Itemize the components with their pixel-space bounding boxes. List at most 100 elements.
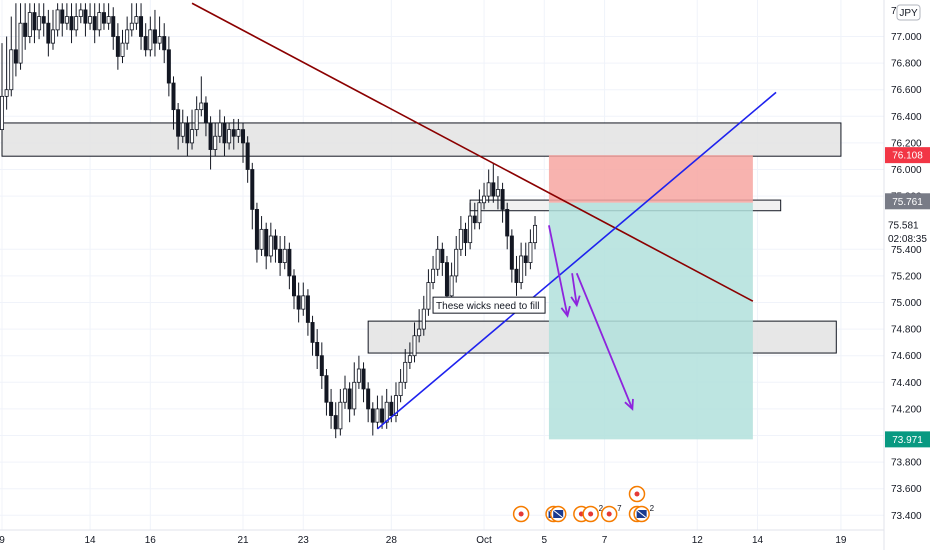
- forecast-arrow[interactable]: [575, 272, 634, 411]
- candle[interactable]: [18, 3, 23, 70]
- candle[interactable]: [482, 182, 487, 210]
- candle[interactable]: [440, 242, 445, 276]
- candle[interactable]: [268, 222, 273, 263]
- candle[interactable]: [152, 9, 157, 57]
- candle[interactable]: [505, 202, 510, 250]
- candle[interactable]: [157, 16, 162, 50]
- supply-demand-zone[interactable]: [1, 122, 842, 157]
- currency-badge[interactable]: [896, 4, 921, 21]
- candle[interactable]: [171, 76, 176, 130]
- candle[interactable]: [375, 395, 380, 429]
- candle[interactable]: [92, 3, 97, 44]
- event-icon[interactable]: 7: [600, 504, 623, 523]
- flag-event-icon[interactable]: [549, 505, 567, 523]
- candle[interactable]: [305, 289, 310, 336]
- candle[interactable]: [250, 162, 255, 230]
- candle[interactable]: [347, 382, 352, 423]
- candle[interactable]: [287, 242, 292, 290]
- candle[interactable]: [64, 3, 69, 30]
- trendline[interactable]: [191, 2, 754, 302]
- candle[interactable]: [259, 216, 264, 256]
- candle[interactable]: [46, 9, 51, 57]
- candle[interactable]: [4, 36, 9, 110]
- candle[interactable]: [370, 402, 375, 436]
- candle[interactable]: [514, 255, 519, 296]
- forecast-arrow[interactable]: [548, 225, 571, 318]
- candle[interactable]: [417, 309, 422, 343]
- candle[interactable]: [120, 29, 125, 64]
- candle[interactable]: [533, 216, 538, 250]
- candle[interactable]: [55, 3, 60, 37]
- candle[interactable]: [129, 3, 134, 37]
- take-profit-zone[interactable]: [548, 202, 753, 440]
- candle[interactable]: [509, 229, 514, 283]
- candle[interactable]: [338, 388, 343, 436]
- candle[interactable]: [125, 16, 130, 50]
- candle[interactable]: [245, 136, 250, 183]
- candle[interactable]: [296, 282, 301, 323]
- candle[interactable]: [78, 3, 83, 24]
- candle[interactable]: [319, 342, 324, 389]
- candle[interactable]: [208, 116, 213, 170]
- candle[interactable]: [227, 122, 232, 150]
- candle[interactable]: [134, 3, 139, 30]
- candle[interactable]: [106, 3, 111, 30]
- candle[interactable]: [352, 362, 357, 416]
- candle[interactable]: [162, 23, 167, 64]
- candle[interactable]: [254, 202, 259, 263]
- trendline[interactable]: [376, 91, 777, 430]
- candle[interactable]: [519, 242, 524, 290]
- candle[interactable]: [222, 116, 227, 157]
- event-icon[interactable]: 2: [582, 504, 604, 523]
- candle[interactable]: [495, 176, 500, 210]
- candle[interactable]: [528, 229, 533, 270]
- candle[interactable]: [37, 3, 42, 40]
- candle[interactable]: [500, 182, 505, 223]
- candle[interactable]: [463, 222, 468, 256]
- candle[interactable]: [329, 388, 334, 429]
- candle[interactable]: [9, 16, 14, 97]
- candle[interactable]: [491, 162, 496, 203]
- candle[interactable]: [449, 262, 454, 303]
- candle[interactable]: [477, 189, 482, 230]
- candle[interactable]: [176, 103, 181, 150]
- candle[interactable]: [74, 3, 79, 37]
- candle[interactable]: [486, 169, 491, 203]
- candle[interactable]: [361, 362, 366, 403]
- candle[interactable]: [523, 242, 528, 276]
- candle[interactable]: [356, 355, 361, 389]
- candle[interactable]: [273, 229, 278, 263]
- candle[interactable]: [324, 369, 329, 416]
- candle[interactable]: [13, 3, 18, 77]
- candle[interactable]: [384, 388, 389, 429]
- candle[interactable]: [69, 3, 74, 44]
- candle[interactable]: [88, 3, 93, 30]
- candle[interactable]: [282, 236, 287, 270]
- candle[interactable]: [27, 3, 32, 44]
- candle[interactable]: [426, 269, 431, 316]
- candle[interactable]: [101, 3, 106, 30]
- candle[interactable]: [278, 236, 283, 276]
- candle[interactable]: [23, 3, 28, 50]
- candle[interactable]: [50, 9, 55, 50]
- candle[interactable]: [0, 43, 4, 137]
- forecast-arrow[interactable]: [570, 273, 581, 308]
- candle[interactable]: [435, 236, 440, 276]
- candle[interactable]: [472, 202, 477, 230]
- candle[interactable]: [148, 16, 153, 57]
- candle[interactable]: [264, 222, 269, 270]
- candle[interactable]: [458, 216, 463, 256]
- flag-event-icon[interactable]: 2: [633, 504, 655, 523]
- time-axis[interactable]: 9 14 16 21 23 28 Oct 5 7 12 14 19: [0, 535, 847, 546]
- candle[interactable]: [380, 395, 385, 429]
- candle[interactable]: [194, 96, 199, 137]
- candle[interactable]: [431, 255, 436, 290]
- candle[interactable]: [301, 282, 306, 316]
- candle[interactable]: [217, 109, 222, 143]
- candle[interactable]: [310, 315, 315, 356]
- candle[interactable]: [199, 76, 204, 117]
- candle[interactable]: [190, 109, 195, 150]
- candle[interactable]: [292, 269, 297, 310]
